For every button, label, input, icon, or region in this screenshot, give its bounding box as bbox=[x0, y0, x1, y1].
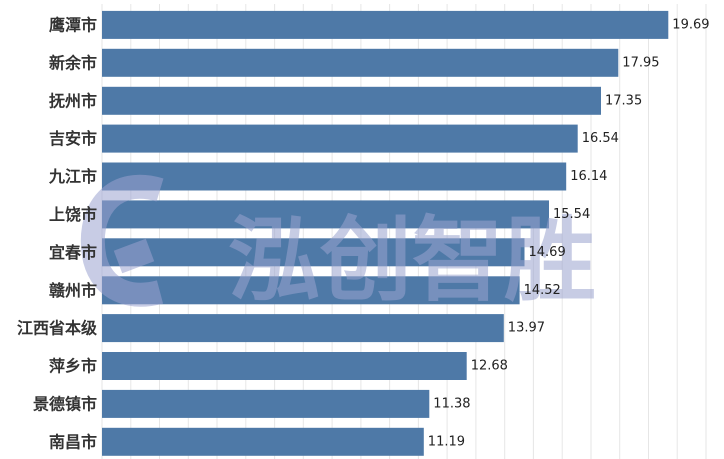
bar bbox=[102, 48, 619, 77]
data-label: 11.38 bbox=[433, 396, 470, 411]
watermark-logo-icon bbox=[80, 174, 164, 307]
bar bbox=[102, 389, 430, 418]
bar bbox=[102, 200, 549, 229]
category-label: 景德镇市 bbox=[33, 394, 97, 413]
data-label: 12.68 bbox=[471, 359, 508, 374]
data-label: 17.95 bbox=[622, 55, 659, 70]
category-label: 新余市 bbox=[49, 53, 97, 72]
data-label: 14.69 bbox=[529, 245, 566, 260]
bar bbox=[102, 314, 504, 343]
bar bbox=[102, 124, 578, 153]
category-label: 九江市 bbox=[48, 167, 97, 186]
labels-group: 鹰潭市 19.69 新余市 17.95 抚州市 17.35 吉安市 16.54 九江市 16.14… bbox=[17, 15, 710, 451]
category-label: 宜春市 bbox=[49, 243, 97, 262]
bar bbox=[102, 10, 669, 39]
category-label: 赣州市 bbox=[49, 281, 97, 300]
bar bbox=[102, 86, 601, 115]
bar bbox=[102, 238, 525, 267]
bar bbox=[102, 427, 424, 456]
grid-lines bbox=[101, 4, 707, 459]
data-label: 11.19 bbox=[428, 434, 465, 449]
data-label: 15.54 bbox=[553, 207, 590, 222]
watermark: 泓创智胜 bbox=[80, 174, 596, 314]
category-label: 江西省本级 bbox=[17, 319, 98, 338]
category-label: 萍乡市 bbox=[49, 357, 97, 376]
data-label: 17.35 bbox=[605, 93, 642, 108]
category-label: 上饶市 bbox=[49, 205, 97, 224]
data-label: 13.97 bbox=[508, 321, 545, 336]
bars-group bbox=[102, 10, 669, 456]
watermark-text: 泓创智胜 bbox=[228, 207, 596, 314]
data-label: 16.14 bbox=[570, 169, 607, 184]
category-label: 鹰潭市 bbox=[49, 15, 97, 34]
data-label: 14.52 bbox=[524, 283, 561, 298]
category-label: 抚州市 bbox=[49, 91, 97, 110]
bar bbox=[102, 162, 567, 191]
category-label: 南昌市 bbox=[49, 432, 97, 451]
bar bbox=[102, 276, 520, 305]
bar bbox=[102, 352, 467, 380]
data-label: 16.54 bbox=[582, 131, 619, 146]
data-label: 19.69 bbox=[672, 17, 709, 32]
category-label: 吉安市 bbox=[49, 129, 97, 148]
